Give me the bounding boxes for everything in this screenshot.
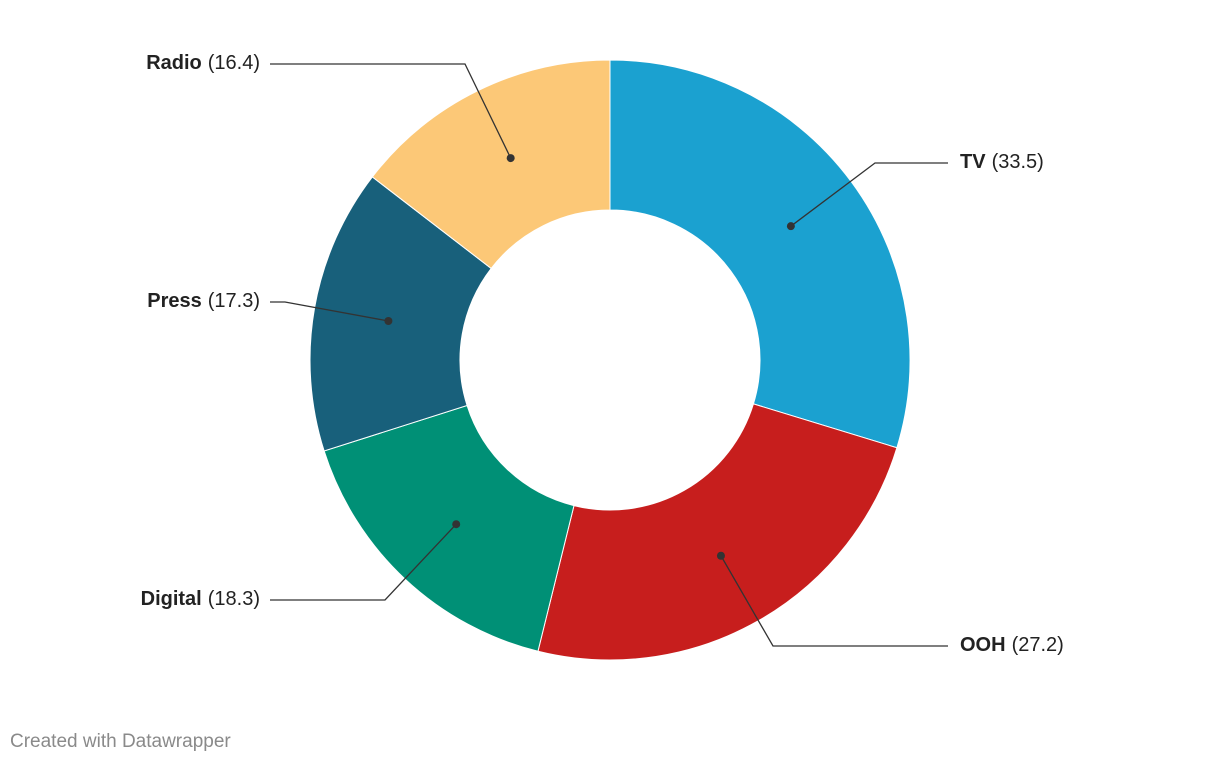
slice-label: OOH (27.2) (960, 634, 1064, 656)
slice-value: (17.3) (208, 290, 260, 312)
leader-dot (384, 316, 393, 325)
donut-slice (371, 59, 611, 270)
slice-label: Radio (16.4) (146, 52, 260, 74)
donut-slice (537, 403, 898, 661)
slice-label: TV (33.5) (960, 151, 1044, 173)
slice-value: (33.5) (992, 151, 1044, 173)
leader-dot (452, 520, 461, 529)
leader-line (270, 523, 457, 601)
slice-label: Digital (18.3) (141, 588, 260, 610)
slice-value: (16.4) (208, 52, 260, 74)
leader-line (270, 63, 512, 159)
leader-line (270, 301, 389, 322)
leader-dot (506, 154, 515, 163)
leader-dot (716, 551, 725, 560)
slice-name: Press (147, 290, 202, 312)
slice-value: (27.2) (1012, 634, 1064, 656)
leader-line (720, 555, 948, 647)
donut-slice (609, 59, 911, 449)
slice-name: Radio (146, 52, 202, 74)
slice-label: Press (17.3) (147, 290, 260, 312)
leader-dot (786, 222, 795, 231)
donut-slice (309, 176, 492, 452)
slice-name: TV (960, 151, 986, 173)
footer: Created with Datawrapper (10, 731, 231, 752)
slice-name: Digital (141, 588, 202, 610)
leader-line (790, 162, 948, 227)
donut-slice (323, 404, 575, 652)
slice-value: (18.3) (208, 588, 260, 610)
slice-name: OOH (960, 634, 1006, 656)
